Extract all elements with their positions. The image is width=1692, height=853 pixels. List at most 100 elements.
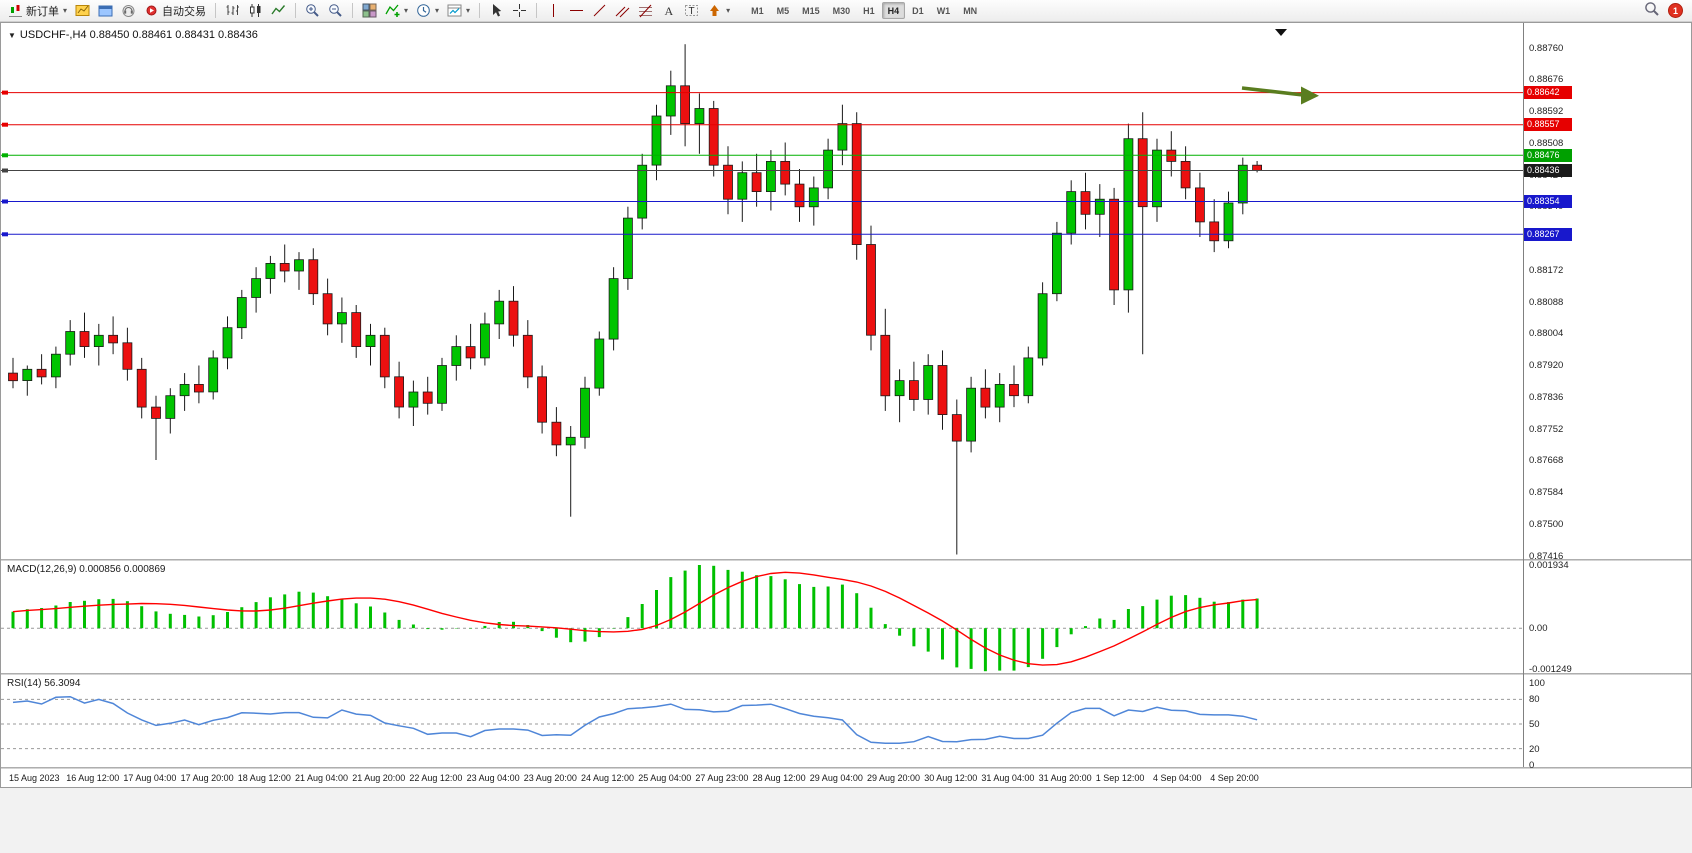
time-tick-label: 24 Aug 12:00 — [581, 773, 635, 783]
timeframe-h1-button[interactable]: H1 — [863, 6, 875, 16]
macd-tick-label: -0.001249 — [1529, 664, 1572, 675]
auto-trading-icon — [144, 3, 159, 18]
new-order-icon — [8, 3, 23, 18]
indicators-button[interactable] — [382, 1, 411, 20]
tile-windows-button[interactable] — [359, 1, 380, 20]
time-tick-label: 16 Aug 12:00 — [66, 773, 120, 783]
macd-label: MACD(12,26,9) 0.000856 0.000869 — [7, 564, 166, 575]
line-chart-button[interactable] — [268, 1, 289, 20]
clock-icon — [416, 3, 431, 18]
timeframe-m30-button[interactable]: M30 — [832, 6, 851, 16]
time-tick-label: 4 Sep 04:00 — [1153, 773, 1202, 783]
cursor-tool-button[interactable] — [486, 1, 507, 20]
price-level-tag: 0.88557 — [1524, 118, 1572, 132]
zoom-out-icon — [328, 3, 343, 18]
profiles-button[interactable] — [95, 1, 116, 20]
tile-windows-icon — [362, 3, 377, 18]
time-tick-label: 18 Aug 12:00 — [237, 773, 291, 783]
time-tick-label: 1 Sep 12:00 — [1095, 773, 1145, 783]
label-tool-button[interactable]: T — [681, 1, 702, 20]
time-tick-label: 21 Aug 04:00 — [295, 773, 349, 783]
timeframe-m5-button[interactable]: M5 — [776, 6, 790, 16]
new-order-button[interactable]: 新订单 — [5, 1, 70, 20]
price-tick-label: 0.88508 — [1529, 137, 1564, 149]
time-tick-label: 22 Aug 12:00 — [409, 773, 463, 783]
time-tick-label: 15 Aug 2023 — [9, 773, 60, 783]
text-tool-button[interactable]: A — [658, 1, 679, 20]
bar-chart-icon — [225, 3, 240, 18]
arrow-shapes-icon — [707, 3, 722, 18]
cursor-icon — [489, 3, 504, 18]
rsi-tick-label: 0 — [1529, 760, 1535, 771]
toolbar-separator — [536, 3, 538, 18]
auto-trading-button[interactable]: 自动交易 — [141, 1, 209, 20]
price-level-tag: 0.88642 — [1524, 86, 1572, 100]
trendline-icon — [592, 3, 607, 18]
price-tick-label: 0.88004 — [1529, 328, 1564, 340]
timeframe-m15-button[interactable]: M15 — [802, 6, 820, 16]
candlestick-icon — [248, 3, 263, 18]
horizontal-line-tool-button[interactable] — [566, 1, 587, 20]
fibonacci-tool-button[interactable] — [635, 1, 656, 20]
time-tick-label: 28 Aug 12:00 — [752, 773, 806, 783]
timeframe-mn-button[interactable]: MN — [963, 6, 978, 16]
price-tick-label: 0.87752 — [1529, 423, 1564, 435]
label-icon: T — [684, 3, 699, 18]
time-tick-label: 29 Aug 04:00 — [809, 773, 863, 783]
arrows-tool-button[interactable] — [704, 1, 733, 20]
price-level-tag: 0.88354 — [1524, 195, 1572, 208]
crosshair-tool-button[interactable] — [509, 1, 530, 20]
community-icon — [121, 3, 136, 18]
price-tick-label: 0.87500 — [1529, 518, 1564, 530]
time-tick-label: 31 Aug 04:00 — [981, 773, 1035, 783]
panel-splitter[interactable] — [1, 559, 1691, 561]
panel-splitter[interactable] — [1, 673, 1691, 675]
price-tick-label: 0.87584 — [1529, 487, 1564, 498]
toolbar-separator — [352, 3, 354, 18]
timeframe-h4-button[interactable]: H4 — [881, 2, 906, 19]
time-tick-label: 27 Aug 23:00 — [695, 773, 749, 783]
fibonacci-icon — [638, 3, 653, 18]
templates-button[interactable] — [444, 1, 473, 20]
trendline-tool-button[interactable] — [589, 1, 610, 20]
price-tick-label: 0.88088 — [1529, 296, 1564, 308]
notification-badge[interactable]: 1 — [1668, 3, 1683, 18]
timeframe-w1-button[interactable]: W1 — [936, 6, 951, 16]
timeframe-d1-button[interactable]: D1 — [912, 6, 924, 16]
time-tick-label: 25 Aug 04:00 — [638, 773, 692, 783]
candlestick-chart[interactable] — [1, 25, 1523, 559]
rsi-panel[interactable] — [1, 675, 1523, 767]
channel-tool-button[interactable] — [612, 1, 633, 20]
new-chart-button[interactable] — [72, 1, 93, 20]
price-tick-label: 0.88592 — [1529, 106, 1564, 117]
timeframe-m1-button[interactable]: M1 — [751, 6, 764, 16]
zoom-out-button[interactable] — [325, 1, 346, 20]
candlestick-chart-button[interactable] — [245, 1, 266, 20]
indicators-icon — [385, 3, 400, 18]
search-icon[interactable] — [1644, 1, 1660, 20]
profiles-icon — [98, 3, 113, 18]
new-order-label: 新订单 — [26, 5, 59, 18]
time-tick-label: 30 Aug 12:00 — [924, 773, 978, 783]
price-tick-label: 0.88760 — [1529, 42, 1564, 54]
new-chart-icon — [75, 3, 90, 18]
bar-chart-button[interactable] — [222, 1, 243, 20]
time-tick-label: 31 Aug 20:00 — [1038, 773, 1092, 783]
time-tick-label: 17 Aug 20:00 — [180, 773, 234, 783]
time-tick-label: 4 Sep 20:00 — [1210, 773, 1259, 783]
templates-icon — [447, 3, 462, 18]
chart-title: ▼ USDCHF-,H4 0.88450 0.88461 0.88431 0.8… — [8, 29, 258, 41]
toolbar-separator — [479, 3, 481, 18]
workspace-background — [0, 788, 1692, 853]
zoom-in-button[interactable] — [302, 1, 323, 20]
periods-button[interactable] — [413, 1, 442, 20]
crosshair-icon — [512, 3, 527, 18]
one-click-trading-collapse-icon[interactable]: ▼ — [8, 30, 16, 40]
community-button[interactable] — [118, 1, 139, 20]
vertical-line-tool-button[interactable] — [543, 1, 564, 20]
price-tick-label: 0.88676 — [1529, 74, 1564, 86]
channel-icon — [615, 3, 630, 18]
macd-panel[interactable] — [1, 561, 1523, 673]
zoom-in-icon — [305, 3, 320, 18]
main-toolbar: 新订单 自动交易 — [0, 0, 1692, 22]
